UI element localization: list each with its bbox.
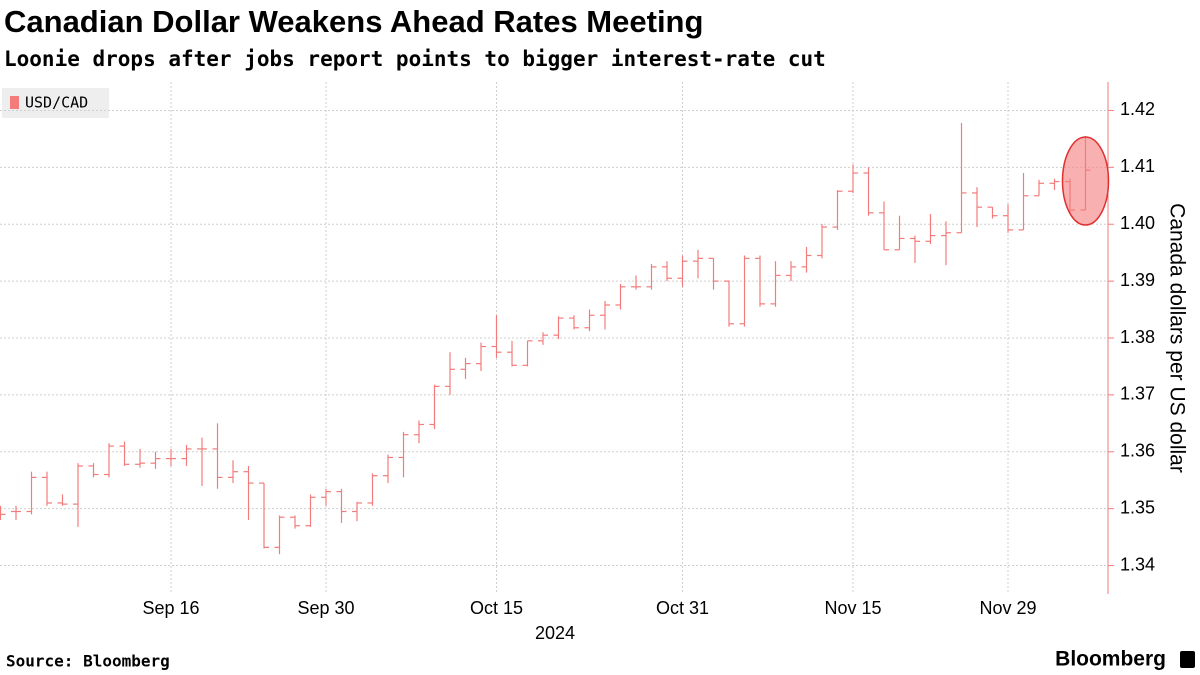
y-tick-label: 1.36	[1120, 441, 1155, 461]
y-tick-label: 1.40	[1120, 213, 1155, 233]
x-tick-label: Nov 15	[824, 598, 881, 618]
legend-swatch	[10, 96, 19, 109]
y-tick-label: 1.35	[1120, 497, 1155, 517]
x-tick-label: Sep 16	[142, 598, 199, 618]
y-tick-label: 1.39	[1120, 270, 1155, 290]
source: Source: Bloomberg	[6, 652, 170, 671]
x-axis-label: 2024	[535, 623, 575, 643]
x-tick-label: Nov 29	[979, 598, 1036, 618]
x-tick-label: Sep 30	[297, 598, 354, 618]
logo: Bloomberg	[1055, 648, 1166, 671]
y-tick-label: 1.34	[1120, 554, 1155, 574]
y-axis-label: Canada dollars per US dollar	[1165, 203, 1188, 473]
legend-box	[2, 88, 109, 118]
x-tick-label: Oct 15	[470, 598, 523, 618]
chart-subtitle: Loonie drops after jobs report points to…	[4, 47, 826, 71]
legend-label: USD/CAD	[25, 94, 88, 112]
y-tick-label: 1.42	[1120, 99, 1155, 119]
logo-icon	[1180, 651, 1195, 668]
y-tick-label: 1.41	[1120, 156, 1155, 176]
y-tick-label: 1.38	[1120, 327, 1155, 347]
x-tick-label: Oct 31	[656, 598, 709, 618]
highlight-circle	[1061, 136, 1110, 226]
y-tick-label: 1.37	[1120, 384, 1155, 404]
chart-title: Canadian Dollar Weakens Ahead Rates Meet…	[4, 4, 703, 39]
